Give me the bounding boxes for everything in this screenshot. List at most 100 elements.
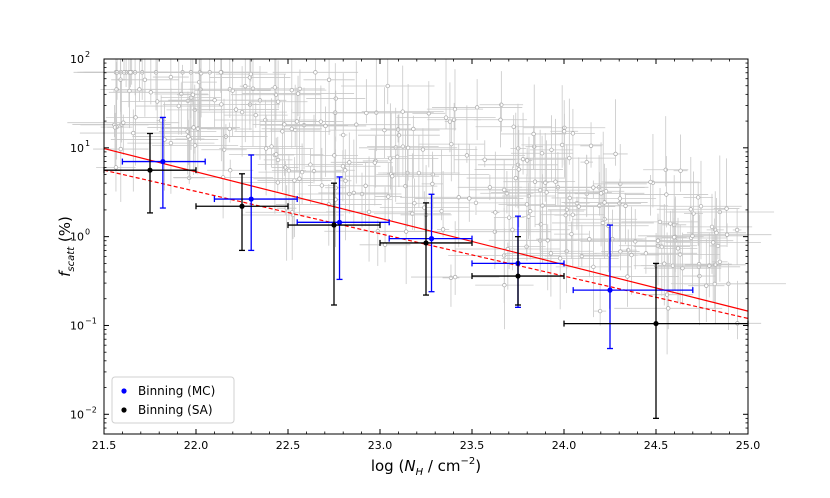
background-point	[580, 154, 593, 217]
background-point	[624, 156, 709, 228]
background-point	[108, 59, 153, 88]
y-tick-label: 10	[70, 231, 84, 244]
background-marker	[696, 195, 701, 200]
background-marker	[602, 200, 607, 205]
background-marker	[253, 112, 258, 118]
background-marker	[363, 183, 368, 188]
background-point	[466, 112, 565, 208]
background-marker	[548, 251, 554, 256]
background-point	[501, 126, 567, 170]
binned-point-sa	[379, 202, 473, 296]
background-point	[379, 191, 469, 231]
background-marker	[341, 132, 346, 138]
background-point	[368, 128, 478, 199]
background-point	[436, 171, 450, 238]
y-tick-label: 10	[70, 408, 84, 421]
background-point	[361, 65, 444, 124]
background-marker	[587, 237, 592, 242]
background-marker	[299, 169, 305, 175]
background-marker	[289, 88, 294, 93]
background-marker	[502, 282, 507, 288]
background-point	[307, 147, 336, 204]
background-point	[491, 151, 500, 265]
background-marker	[474, 105, 480, 110]
background-point	[661, 175, 687, 290]
background-point	[100, 59, 179, 102]
background-marker	[570, 131, 576, 136]
background-point	[67, 114, 180, 156]
background-point	[175, 103, 205, 180]
x-tick-label: 24.5	[644, 439, 669, 452]
background-marker	[426, 111, 431, 116]
background-marker	[623, 203, 628, 208]
background-point	[455, 242, 561, 290]
background-point	[535, 118, 576, 207]
background-point	[713, 158, 740, 239]
marker-sa	[423, 240, 429, 246]
background-marker	[655, 238, 661, 243]
background-marker	[219, 102, 224, 107]
marker-mc	[428, 236, 435, 242]
background-point	[732, 208, 742, 266]
background-point	[521, 147, 533, 177]
background-point	[272, 59, 359, 124]
background-point	[326, 156, 413, 262]
background-marker	[688, 207, 693, 212]
background-point	[638, 212, 747, 292]
background-point	[284, 106, 367, 177]
background-marker	[569, 231, 574, 237]
background-point	[603, 206, 660, 295]
binned-point-sa	[563, 262, 749, 420]
background-point	[132, 119, 245, 166]
background-marker	[663, 167, 668, 172]
background-marker	[539, 151, 545, 156]
marker-mc	[160, 158, 166, 165]
binned-point-mc	[121, 116, 206, 209]
x-tick-label: 23.0	[368, 439, 393, 452]
y-tick-exponent: 1	[85, 139, 90, 148]
background-point	[575, 248, 679, 307]
background-marker	[698, 204, 704, 209]
background-marker	[707, 263, 712, 268]
background-marker	[405, 145, 411, 150]
background-marker	[364, 110, 369, 116]
background-point	[421, 151, 444, 230]
background-point	[621, 187, 699, 246]
marker-sa	[653, 320, 659, 327]
background-point	[306, 90, 366, 142]
background-point	[529, 115, 574, 183]
marker-sa	[239, 203, 245, 209]
background-point	[442, 264, 460, 307]
legend: Binning (MC) Binning (SA)	[111, 376, 235, 424]
background-point	[248, 60, 308, 109]
y-axis-label: fscatt (%)	[56, 216, 77, 277]
background-marker	[680, 266, 685, 271]
background-point	[252, 74, 317, 176]
y-tick-exponent: −2	[85, 405, 97, 414]
y-tick-exponent: 2	[85, 50, 90, 59]
background-marker	[282, 122, 287, 127]
background-point	[408, 149, 475, 221]
background-marker	[212, 97, 217, 103]
background-point	[330, 132, 368, 197]
background-marker	[562, 129, 567, 134]
background-point	[338, 162, 393, 227]
background-point	[358, 84, 458, 181]
background-point	[583, 178, 657, 232]
marker-sa	[331, 222, 337, 228]
background-marker	[448, 275, 454, 280]
background-point	[488, 224, 607, 291]
x-tick-label: 23.5	[460, 439, 485, 452]
background-marker	[269, 144, 274, 149]
x-tick-label: 21.5	[92, 439, 117, 452]
background-marker	[531, 131, 536, 137]
background-point	[658, 217, 698, 304]
background-marker	[570, 212, 575, 217]
background-marker	[280, 129, 285, 134]
background-point	[396, 59, 496, 130]
background-marker	[218, 70, 223, 75]
plot-frame	[103, 58, 749, 435]
legend-box	[111, 376, 235, 424]
legend-sa-marker	[121, 407, 127, 413]
